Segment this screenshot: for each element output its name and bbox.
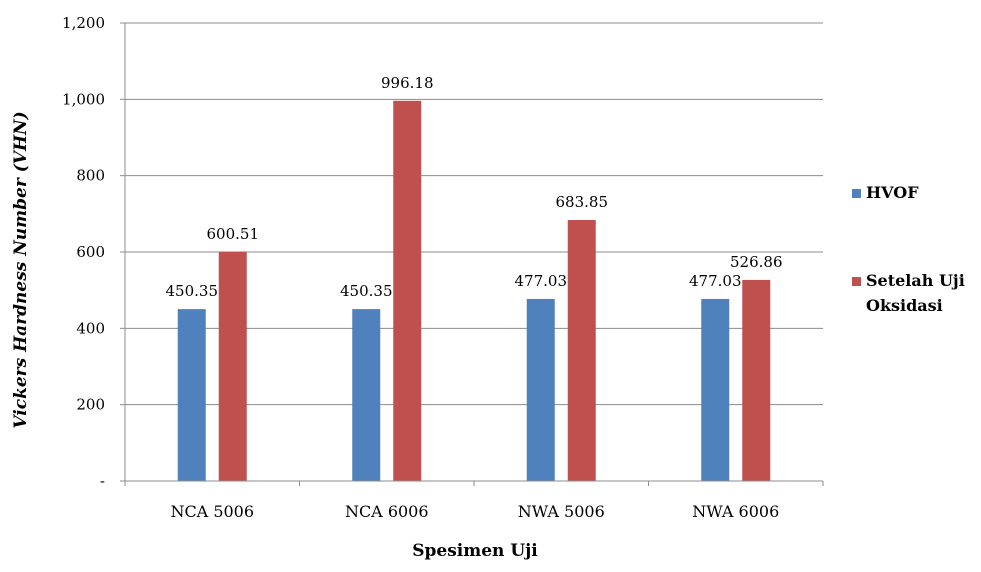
y-tick-label: 400 xyxy=(76,319,105,337)
y-tick-label: 1,000 xyxy=(62,90,105,108)
bar xyxy=(393,100,422,482)
x-tick-label: NWA 5006 xyxy=(518,502,605,521)
axes: - 200 400 600 800 1,000 1,200 NCA 5006 NCA 6006 N… xyxy=(62,14,824,521)
legend-swatch xyxy=(852,189,861,198)
data-label: 477.03 xyxy=(515,272,568,290)
y-tick-label: - xyxy=(100,472,105,490)
x-tick-label: NCA 6006 xyxy=(345,502,429,521)
y-tick-label: 800 xyxy=(76,167,105,185)
bar xyxy=(701,298,730,481)
data-label: 683.85 xyxy=(556,193,609,211)
data-label: 600.51 xyxy=(207,225,260,243)
x-tick-label: NCA 5006 xyxy=(170,502,254,521)
data-label: 477.03 xyxy=(689,272,742,290)
data-label: 450.35 xyxy=(166,282,219,300)
data-label: 450.35 xyxy=(340,282,393,300)
x-tick-label: NWA 6006 xyxy=(692,502,779,521)
bar xyxy=(218,251,247,481)
bar xyxy=(352,309,381,481)
y-tick-label: 600 xyxy=(76,243,105,261)
legend-label: Oksidasi xyxy=(866,296,943,315)
bar xyxy=(177,309,206,481)
legend-swatch xyxy=(852,277,861,286)
bar xyxy=(742,279,771,481)
bar xyxy=(526,298,555,481)
data-label: 996.18 xyxy=(381,74,434,92)
y-axis-title: Vickers Hardness Number (VHN) xyxy=(11,111,31,428)
bars xyxy=(177,100,771,482)
y-tick-label: 200 xyxy=(76,396,105,414)
data-labels: 450.35 600.51 450.35 996.18 477.03 683.85 477.… xyxy=(166,74,783,300)
data-label: 526.86 xyxy=(730,253,783,271)
legend-label: HVOF xyxy=(866,183,919,202)
legend: HVOF Setelah Uji Oksidasi xyxy=(852,183,965,315)
bar xyxy=(567,219,596,481)
legend-label: Setelah Uji xyxy=(866,271,965,290)
y-tick-label: 1,200 xyxy=(62,14,105,32)
x-axis-title: Spesimen Uji xyxy=(412,541,538,561)
